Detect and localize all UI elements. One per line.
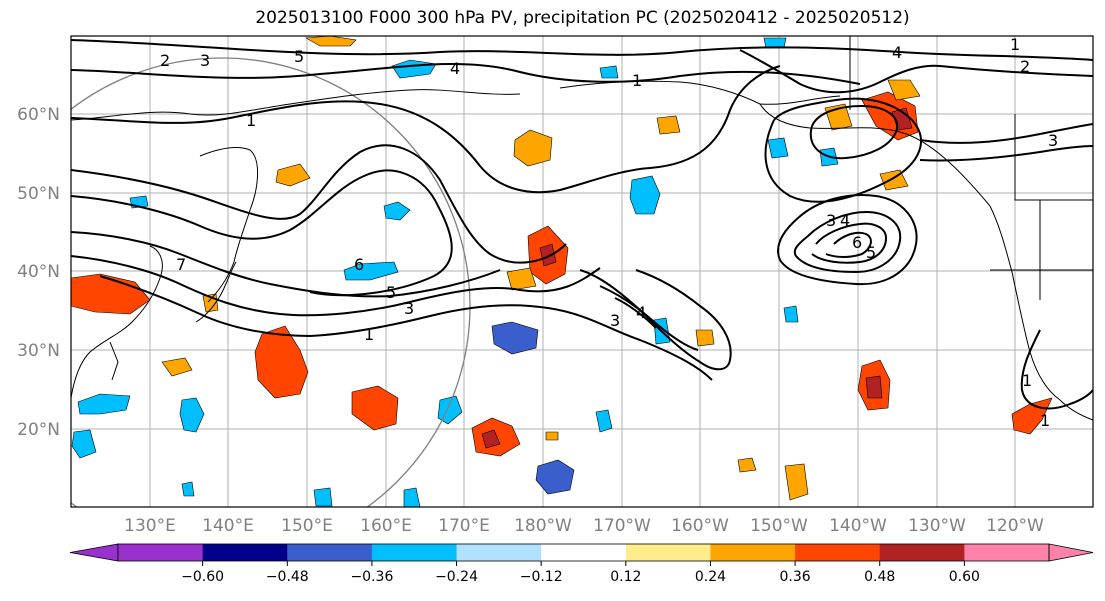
colorbar-swatch <box>202 544 288 561</box>
lat-label: 30°N <box>17 341 60 361</box>
colorbar-tick-label: −0.12 <box>520 569 563 585</box>
contour-label: 3 <box>826 211 836 230</box>
colorbar: −0.60 −0.48 −0.36 −0.24 −0.12 0.12 0.24 … <box>69 543 1094 585</box>
latitude-labels: 60°N 50°N 40°N 30°N 20°N <box>17 105 60 440</box>
colorbar-swatch <box>118 544 204 561</box>
colorbar-tick-label: 0.48 <box>864 569 895 585</box>
contour-label-group: 2 3 5 4 1 1 4 1 1 2 3 3 4 6 5 7 6 5 3 1 … <box>160 35 1058 430</box>
lon-label: 150°W <box>750 516 808 536</box>
colorbar-swatch <box>456 544 542 561</box>
colorbar-tick-label: 0.36 <box>780 569 811 585</box>
pv-contours <box>71 39 1093 410</box>
contour-label: 2 <box>1020 57 1030 76</box>
contour-label: 6 <box>852 233 862 252</box>
lat-label: 60°N <box>17 105 60 125</box>
lat-label: 50°N <box>17 184 60 204</box>
contour-label: 3 <box>1048 131 1058 150</box>
lon-label: 180°W <box>514 516 572 536</box>
contour-label: 5 <box>866 243 876 262</box>
contour-label: 2 <box>160 51 170 70</box>
colorbar-swatch <box>541 544 627 561</box>
colorbar-swatch <box>287 544 373 561</box>
lon-label: 160°W <box>671 516 729 536</box>
contour-label: 1 <box>632 71 642 90</box>
contour-label: 4 <box>636 303 646 322</box>
precip-negative-areas <box>71 37 839 507</box>
lat-label: 20°N <box>17 420 60 440</box>
lon-label: 140°W <box>829 516 887 536</box>
colorbar-swatches <box>69 543 1094 566</box>
contour-label: 5 <box>386 283 396 302</box>
lon-label: 160°E <box>360 516 412 536</box>
political-borders <box>849 36 1093 300</box>
colorbar-tick-labels: −0.60 −0.48 −0.36 −0.24 −0.12 0.12 0.24 … <box>181 569 980 585</box>
colorbar-swatch <box>710 544 796 561</box>
contour-label: 6 <box>354 255 364 274</box>
colorbar-tick-label: 0.60 <box>949 569 980 585</box>
colorbar-tick-label: −0.48 <box>266 569 309 585</box>
contour-label: 7 <box>176 255 186 274</box>
lat-label: 40°N <box>17 262 60 282</box>
colorbar-swatch <box>879 544 965 561</box>
contour-label: 1 <box>364 325 374 344</box>
lon-label: 150°E <box>281 516 333 536</box>
contour-label: 4 <box>840 211 850 230</box>
lon-label: 130°W <box>908 516 966 536</box>
colorbar-swatch <box>964 544 1050 561</box>
contour-label: 1 <box>246 111 256 130</box>
contour-label: 4 <box>892 43 902 62</box>
contour-label: 3 <box>200 51 210 70</box>
colorbar-tick-label: −0.60 <box>181 569 224 585</box>
colorbar-outline <box>117 543 1050 562</box>
lon-label: 170°W <box>593 516 651 536</box>
reference-circle <box>71 57 471 507</box>
contour-label: 3 <box>610 311 620 330</box>
colorbar-extend-max <box>1048 543 1094 562</box>
colorbar-tick-label: −0.36 <box>350 569 393 585</box>
map-frame <box>70 35 1094 508</box>
figure-title: 2025013100 F000 300 hPa PV, precipitatio… <box>255 8 910 28</box>
colorbar-extend-min <box>69 543 119 562</box>
lon-label: 140°E <box>202 516 254 536</box>
lon-label: 120°W <box>986 516 1044 536</box>
contour-label: 1 <box>1022 371 1032 390</box>
colorbar-swatch <box>625 544 711 561</box>
contour-label: 5 <box>294 47 304 66</box>
longitude-labels: 130°E 140°E 150°E 160°E 170°E 180°W 170°… <box>124 516 1044 536</box>
lon-label: 130°E <box>124 516 176 536</box>
colorbar-tick-label: 0.12 <box>610 569 641 585</box>
contour-label: 1 <box>1010 35 1020 54</box>
colorbar-tick-label: 0.24 <box>695 569 726 585</box>
contour-label: 4 <box>450 59 460 78</box>
colorbar-tick-label: −0.24 <box>435 569 478 585</box>
contour-label: 1 <box>1040 411 1050 430</box>
colorbar-swatch <box>795 544 881 561</box>
lon-label: 170°E <box>438 516 490 536</box>
colorbar-swatch <box>371 544 458 561</box>
precip-positive-areas <box>71 36 1053 501</box>
contour-label: 3 <box>404 299 414 318</box>
